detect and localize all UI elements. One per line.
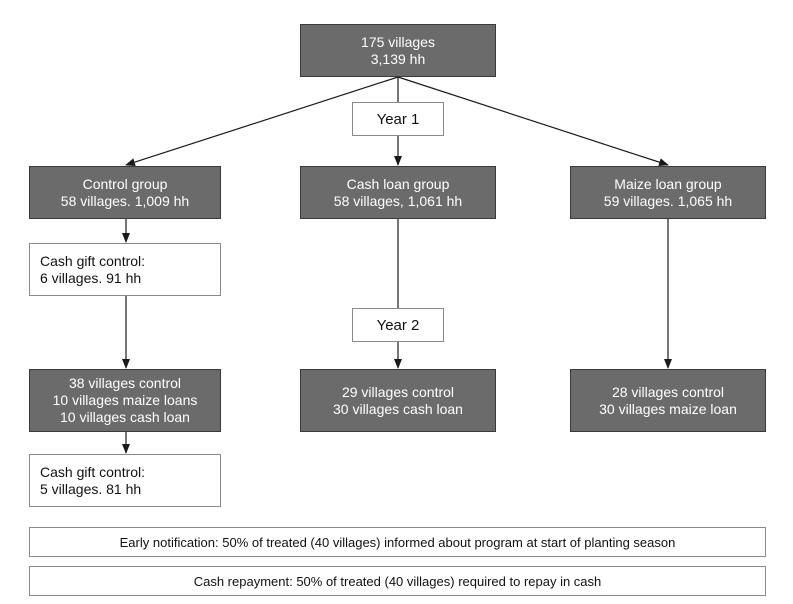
- cash-repayment-box: Cash repayment: 50% of treated (40 villa…: [29, 566, 766, 596]
- control-year2-line-3: 10 villages cash loan: [60, 409, 190, 425]
- cash-loan-group-box: Cash loan group 58 villages, 1,061 hh: [300, 166, 496, 219]
- year2-label: Year 2: [352, 308, 444, 342]
- cash-loan-year2-box: 29 villages control 30 villages cash loa…: [300, 369, 496, 432]
- maize-loan-year2-box: 28 villages control 30 villages maize lo…: [570, 369, 766, 432]
- year1-label: Year 1: [352, 102, 444, 136]
- arrow-root-to-maize-loan: [397, 76, 669, 167]
- arrow-root-to-control: [125, 76, 399, 167]
- cash-loan-year2-line-1: 29 villages control: [341, 383, 455, 400]
- root-line-1: 175 villages: [361, 33, 435, 50]
- early-notification-box: Early notification: 50% of treated (40 v…: [29, 527, 766, 557]
- cash-gift-1-line-2: 6 villages. 91 hh: [40, 269, 142, 286]
- maize-loan-group-line-2: 59 villages. 1,065 hh: [603, 192, 733, 209]
- cash-gift-1-line-1: Cash gift control:: [40, 252, 146, 269]
- control-year2-line-1: 38 villages control: [68, 375, 182, 391]
- cash-gift-control-box-1: Cash gift control: 6 villages. 91 hh: [29, 243, 221, 296]
- maize-loan-year2-line-2: 30 villages maize loan: [599, 400, 737, 417]
- control-group-line-2: 58 villages. 1,009 hh: [60, 192, 190, 209]
- root-box: 175 villages 3,139 hh: [300, 24, 496, 77]
- control-group-box: Control group 58 villages. 1,009 hh: [29, 166, 221, 219]
- control-group-line-1: Control group: [82, 175, 168, 192]
- cash-loan-year2-line-2: 30 villages cash loan: [333, 400, 463, 417]
- maize-loan-year2-line-1: 28 villages control: [611, 383, 725, 400]
- cash-loan-group-line-2: 58 villages, 1,061 hh: [333, 192, 463, 209]
- control-year2-box: 38 villages control 10 villages maize lo…: [29, 369, 221, 432]
- root-line-2: 3,139 hh: [370, 50, 426, 67]
- cash-gift-2-line-2: 5 villages. 81 hh: [40, 480, 142, 497]
- cash-loan-group-line-1: Cash loan group: [346, 175, 450, 192]
- maize-loan-group-box: Maize loan group 59 villages. 1,065 hh: [570, 166, 766, 219]
- cash-gift-2-line-1: Cash gift control:: [40, 463, 146, 480]
- control-year2-line-2: 10 villages maize loans: [52, 392, 198, 408]
- maize-loan-group-line-1: Maize loan group: [614, 175, 722, 192]
- cash-gift-control-box-2: Cash gift control: 5 villages. 81 hh: [29, 454, 221, 507]
